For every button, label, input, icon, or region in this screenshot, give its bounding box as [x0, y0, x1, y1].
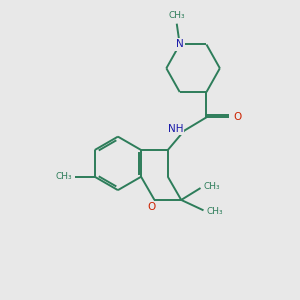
- Text: CH₃: CH₃: [168, 11, 185, 20]
- Text: CH₃: CH₃: [203, 182, 220, 191]
- Text: CH₃: CH₃: [206, 207, 223, 216]
- Text: N: N: [176, 40, 184, 50]
- Text: O: O: [233, 112, 241, 122]
- Text: CH₃: CH₃: [56, 172, 72, 181]
- Text: NH: NH: [167, 124, 183, 134]
- Text: O: O: [147, 202, 156, 212]
